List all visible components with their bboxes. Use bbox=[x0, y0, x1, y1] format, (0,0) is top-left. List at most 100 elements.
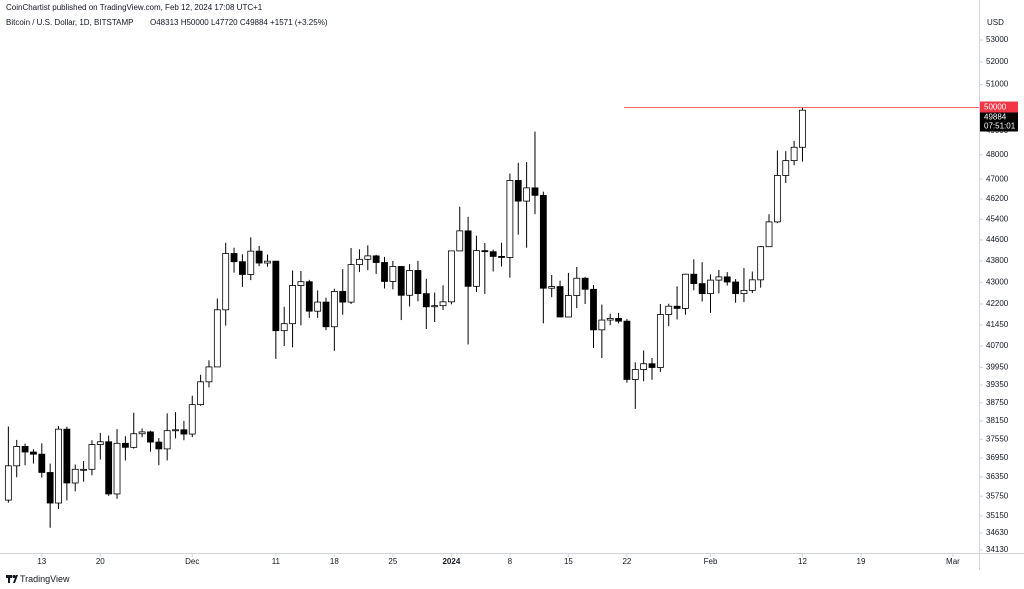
candle-body bbox=[456, 230, 464, 252]
candle-body bbox=[155, 441, 163, 450]
x-tick-label: 12 bbox=[798, 557, 807, 566]
candle-body bbox=[790, 146, 798, 162]
candle-body bbox=[447, 250, 455, 303]
candle-body bbox=[640, 363, 648, 370]
candle-body bbox=[381, 262, 388, 282]
candle-body bbox=[498, 256, 505, 258]
x-tick-label: 18 bbox=[330, 557, 339, 566]
y-tick-label: 43800 bbox=[986, 256, 1009, 265]
candle-body bbox=[765, 221, 773, 248]
y-tick-label: 40700 bbox=[986, 341, 1009, 350]
candle-body bbox=[21, 446, 29, 453]
y-tick-label: 41450 bbox=[986, 320, 1009, 329]
candle-body bbox=[556, 286, 564, 318]
x-tick-label: 13 bbox=[37, 557, 46, 566]
candle-body bbox=[489, 251, 497, 257]
brand-logo bbox=[6, 574, 18, 583]
candle-body bbox=[723, 276, 731, 283]
y-tick-label: 36950 bbox=[986, 453, 1009, 462]
candle-body bbox=[389, 266, 397, 282]
y-tick-label: 44600 bbox=[986, 235, 1009, 244]
candle-body bbox=[30, 451, 37, 455]
candle-body bbox=[581, 277, 589, 290]
candle-body bbox=[280, 323, 288, 332]
candle-body bbox=[71, 468, 79, 484]
candle-body bbox=[197, 381, 205, 406]
last-price-label: 49884 bbox=[984, 113, 1007, 122]
candle-body bbox=[615, 317, 622, 322]
chart-title: Bitcoin / U.S. Dollar, 1D, BITSTAMP bbox=[6, 18, 133, 27]
alert-label-box bbox=[980, 101, 1018, 113]
candle-body bbox=[715, 276, 723, 281]
candle-body bbox=[272, 260, 280, 332]
last-price-box bbox=[980, 112, 1018, 132]
y-tick-label: 35150 bbox=[986, 511, 1009, 520]
candle-body bbox=[598, 319, 606, 331]
candle-body bbox=[130, 433, 138, 448]
candle-body bbox=[397, 266, 405, 296]
candle-body bbox=[347, 264, 355, 303]
candle-body bbox=[147, 431, 154, 443]
y-tick-label: 51000 bbox=[986, 80, 1009, 89]
y-tick-label: 37550 bbox=[986, 434, 1009, 443]
candle-body bbox=[406, 270, 413, 296]
candle-body bbox=[573, 277, 581, 296]
candle-body bbox=[80, 468, 87, 471]
x-tick-label: Feb bbox=[704, 557, 718, 566]
candle-body bbox=[289, 285, 296, 325]
y-tick-label: 42200 bbox=[986, 299, 1009, 308]
candle-body bbox=[673, 305, 681, 309]
candle-body bbox=[740, 289, 748, 295]
candle-body bbox=[4, 465, 12, 501]
publisher: CoinChartist published on TradingView.co… bbox=[6, 3, 263, 12]
candle-body bbox=[46, 472, 54, 504]
candle-body bbox=[105, 441, 113, 495]
y-tick-label: 38750 bbox=[986, 398, 1009, 407]
candle-body bbox=[481, 250, 489, 253]
candle-body bbox=[682, 273, 689, 309]
candle-body bbox=[163, 430, 171, 450]
candle-body bbox=[773, 175, 781, 223]
candle-body bbox=[656, 314, 664, 368]
candle-body bbox=[364, 255, 372, 260]
y-tick-label: 36350 bbox=[986, 472, 1009, 481]
candle-body bbox=[121, 442, 129, 448]
y-tick-label: 53000 bbox=[986, 35, 1009, 44]
candle-body bbox=[88, 444, 96, 470]
candle-body bbox=[247, 250, 255, 275]
y-tick-label: 34630 bbox=[986, 528, 1009, 537]
y-tick-label: 45400 bbox=[986, 214, 1009, 223]
candle-body bbox=[372, 255, 380, 263]
x-tick-label: 20 bbox=[96, 557, 105, 566]
candle-body bbox=[690, 273, 698, 285]
y-tick-label: 34130 bbox=[986, 545, 1009, 554]
candle-body bbox=[590, 288, 597, 331]
x-tick-label: Mar bbox=[946, 557, 960, 566]
candle-body bbox=[55, 428, 62, 504]
candle-body bbox=[665, 305, 673, 315]
candle-body bbox=[707, 279, 714, 295]
candle-body bbox=[172, 429, 179, 432]
candle-body bbox=[113, 442, 121, 495]
candle-body bbox=[799, 109, 806, 148]
candle-body bbox=[356, 258, 363, 266]
alert-label: 50000 bbox=[984, 103, 1007, 112]
candle-body bbox=[297, 281, 305, 286]
x-tick-label: Dec bbox=[185, 557, 199, 566]
y-tick-label: 38150 bbox=[986, 416, 1009, 425]
candle-body bbox=[188, 404, 196, 435]
y-tick-label: 35750 bbox=[986, 491, 1009, 500]
candle-body bbox=[322, 301, 330, 328]
candle-body bbox=[473, 250, 480, 287]
x-tick-label: 15 bbox=[564, 557, 573, 566]
candle-body bbox=[531, 187, 539, 196]
countdown: 07:51:01 bbox=[984, 122, 1016, 131]
candle-body bbox=[230, 253, 238, 263]
candle-body bbox=[631, 369, 639, 380]
currency: USD bbox=[987, 18, 1004, 27]
candle-body bbox=[565, 295, 572, 318]
candle-body bbox=[698, 283, 706, 295]
y-tick-label: 46200 bbox=[986, 194, 1009, 203]
